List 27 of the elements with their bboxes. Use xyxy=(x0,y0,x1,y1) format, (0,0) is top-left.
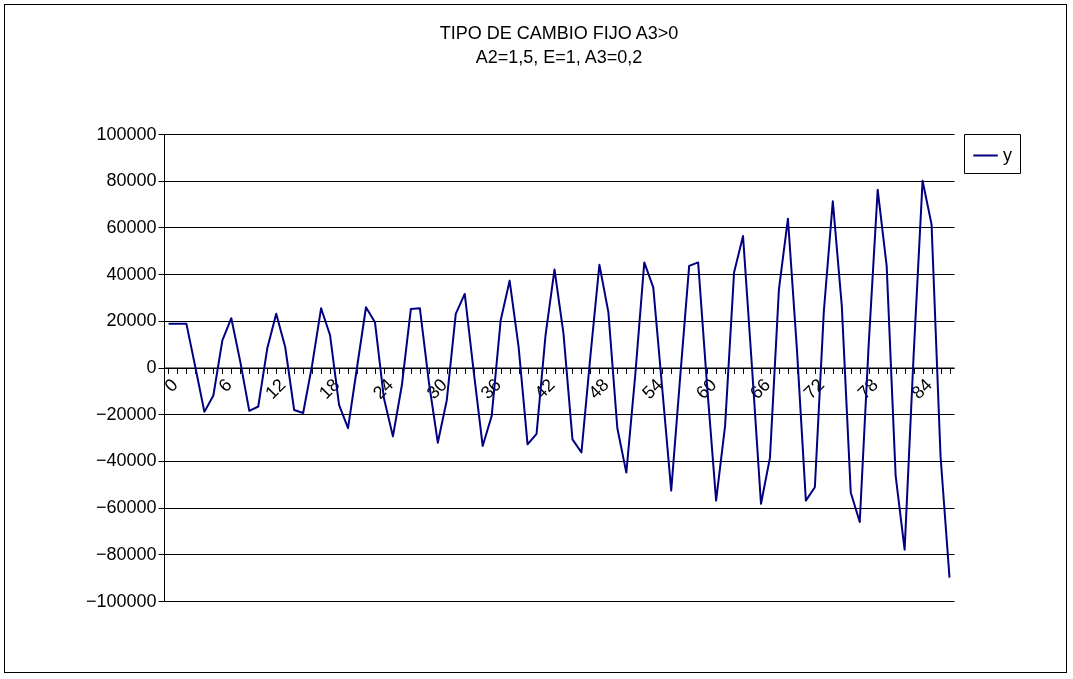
x-tick-label: 72 xyxy=(799,374,829,403)
x-tick-label: 54 xyxy=(638,374,667,403)
y-tick-label: −100000 xyxy=(85,590,157,611)
x-tick-label: 84 xyxy=(907,374,936,403)
line-series xyxy=(167,179,951,579)
chart-subtitle: A2=1,5, E=1, A3=0,2 xyxy=(475,47,643,67)
y-tick-label: −60000 xyxy=(95,497,157,518)
y-tick-label: 100000 xyxy=(96,123,157,144)
x-tick-label: 0 xyxy=(160,374,182,396)
x-tick-label: 66 xyxy=(745,374,775,403)
y-tick-label: 20000 xyxy=(106,310,157,331)
legend-label: y xyxy=(1003,144,1012,165)
x-tick-label: 30 xyxy=(422,374,452,403)
x-tick-label: 36 xyxy=(476,374,505,403)
x-tick-label: 18 xyxy=(315,374,344,403)
chart-title: TIPO DE CAMBIO FIJO A3>0 xyxy=(439,23,679,43)
x-tick-label: 6 xyxy=(214,374,236,396)
x-tick-label: 12 xyxy=(261,374,290,403)
y-tick-label: 0 xyxy=(146,357,157,377)
x-tick-label: 24 xyxy=(368,374,398,403)
y-tick-label: 40000 xyxy=(106,263,157,284)
y-tick-label: 80000 xyxy=(106,170,157,191)
y-tick-label: −80000 xyxy=(95,543,157,564)
y-tick-label: −20000 xyxy=(95,403,157,424)
y-tick-label: 60000 xyxy=(106,216,157,237)
y-tick-label: −40000 xyxy=(95,450,157,471)
x-tick-label: 48 xyxy=(584,374,613,403)
